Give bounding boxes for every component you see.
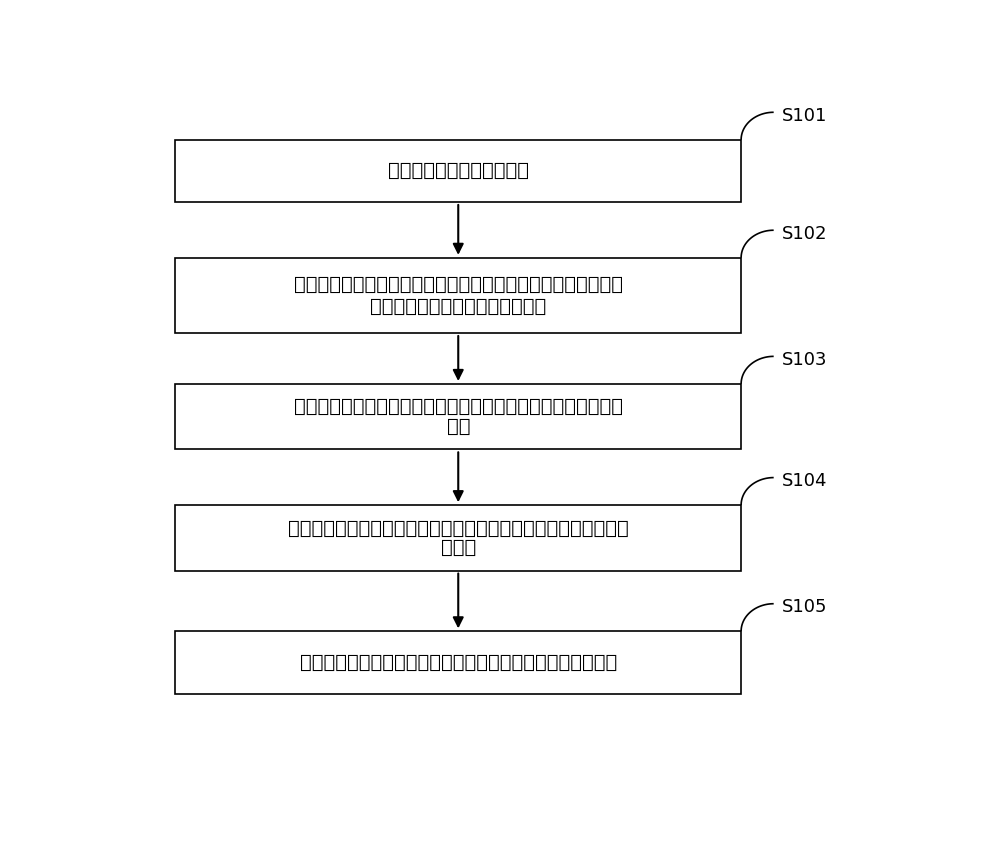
Text: 结果: 结果 xyxy=(446,417,470,436)
Text: 当所述评价结果为满足预设条件时，将所述预设照明光谱输出为目: 当所述评价结果为满足预设条件时，将所述预设照明光谱输出为目 xyxy=(288,518,629,538)
Text: S103: S103 xyxy=(781,351,827,368)
Bar xyxy=(175,384,741,449)
Text: 标光谱: 标光谱 xyxy=(441,538,476,557)
Bar xyxy=(175,505,741,571)
Bar xyxy=(175,140,741,202)
Text: S105: S105 xyxy=(781,598,827,616)
Text: S102: S102 xyxy=(781,225,827,243)
Text: 当所述评价结果为不满足预设条件时，更新所述预设照明光谱: 当所述评价结果为不满足预设条件时，更新所述预设照明光谱 xyxy=(300,653,617,672)
Bar xyxy=(175,631,741,694)
Text: S104: S104 xyxy=(781,471,827,490)
Text: 获取目标物体的表面反射率: 获取目标物体的表面反射率 xyxy=(388,162,529,180)
Text: S101: S101 xyxy=(781,106,827,124)
Text: 利用预设评价函数对所述特殊光照三刺激值进行评价，得到评价: 利用预设评价函数对所述特殊光照三刺激值进行评价，得到评价 xyxy=(294,397,623,416)
Bar xyxy=(175,258,741,333)
Text: 设照明光谱下的特殊光照三刺激值: 设照明光谱下的特殊光照三刺激值 xyxy=(370,297,546,317)
Text: 根据所述表面反射率和预设照明光谱得到所述目标物体在所述预: 根据所述表面反射率和预设照明光谱得到所述目标物体在所述预 xyxy=(294,275,623,294)
